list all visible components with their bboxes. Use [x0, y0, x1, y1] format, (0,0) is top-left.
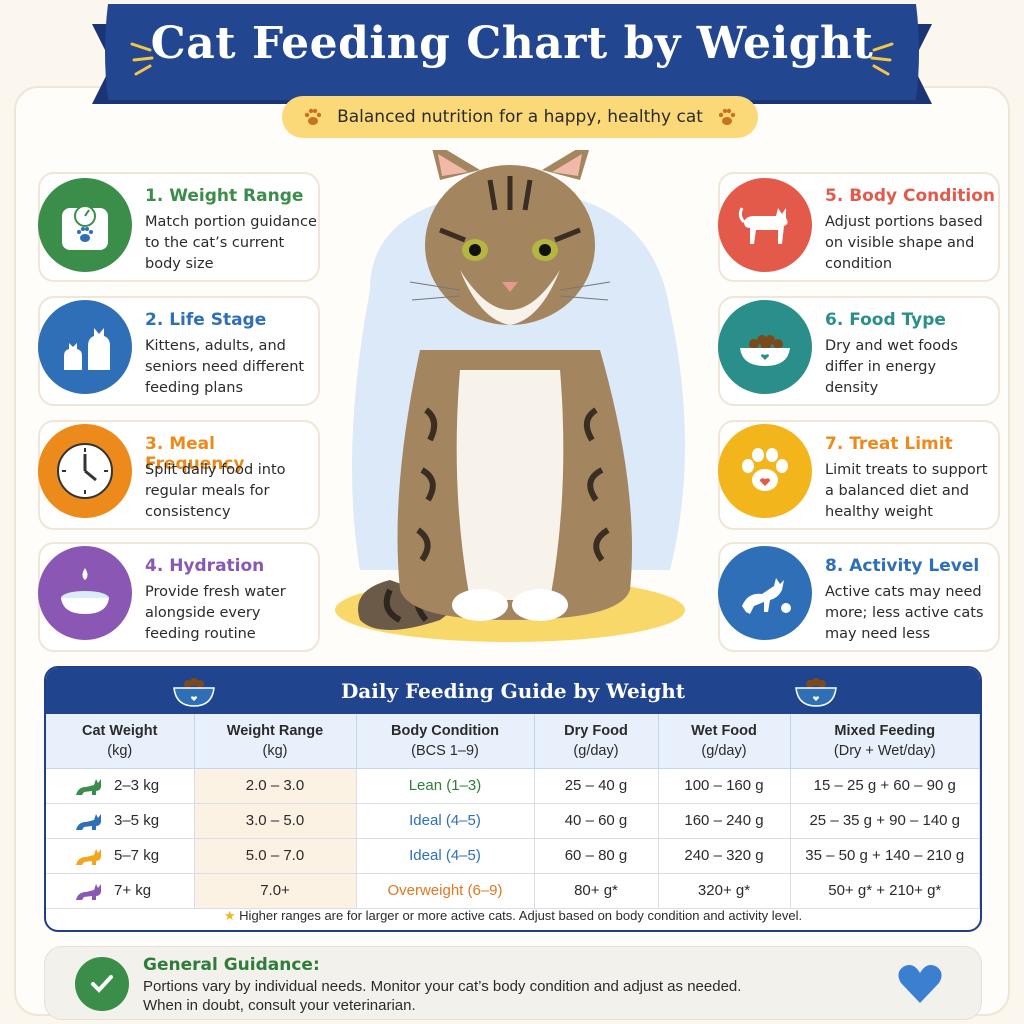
- card-title: 7. Treat Limit: [825, 434, 953, 454]
- weight-cell: 3–5 kg: [46, 803, 195, 839]
- cat-illustration: [335, 150, 685, 642]
- card-title: 4. Hydration: [145, 556, 265, 576]
- subtitle-text: Balanced nutrition for a happy, healthy …: [337, 107, 703, 127]
- mixed-cell: 50+ g* + 210+ g*: [790, 873, 980, 909]
- wet-cell: 160 – 240 g: [658, 803, 791, 839]
- card-desc: Adjust portions based on visible shape an…: [825, 214, 983, 272]
- range-cell: 7.0+: [194, 873, 357, 909]
- table-row: 3–5 kg 3.0 – 5.0 Ideal (4–5) 40 – 60 g 1…: [46, 803, 980, 839]
- card-title: 2. Life Stage: [145, 310, 267, 330]
- page-title: Cat Feeding Chart by Weight: [150, 18, 874, 69]
- wet-cell: 240 – 320 g: [658, 838, 791, 874]
- feeding-table: Daily Feeding Guide by Weight Cat Weight…: [44, 666, 982, 932]
- card-desc: Match portion guidance to the cat’s curre…: [145, 214, 317, 272]
- dry-cell: 25 – 40 g: [534, 768, 659, 804]
- card-title: 6. Food Type: [825, 310, 946, 330]
- star-icon: ★: [223, 908, 236, 923]
- weight-cell: 2–3 kg: [46, 768, 195, 804]
- food-bowl-icon: [718, 300, 812, 394]
- cats-icon: [38, 300, 132, 394]
- card-title: 8. Activity Level: [825, 556, 980, 576]
- cat-body-icon: [718, 178, 812, 272]
- column-header: Dry Food (g/day): [534, 714, 659, 769]
- cat-icon: [76, 848, 101, 865]
- paw-icon: [304, 108, 322, 125]
- table-row: 7+ kg 7.0+ Overweight (6–9) 80+ g* 320+ …: [46, 873, 980, 909]
- column-header: Wet Food (g/day): [658, 714, 791, 769]
- paw-icon: [718, 424, 812, 518]
- range-cell: 3.0 – 5.0: [194, 803, 357, 839]
- mixed-cell: 35 – 50 g + 140 – 210 g: [790, 838, 980, 874]
- subtitle-pill: Balanced nutrition for a happy, healthy …: [282, 96, 758, 138]
- title-banner: [92, 4, 932, 104]
- paw-icon: [718, 108, 736, 125]
- wet-cell: 320+ g*: [658, 873, 791, 909]
- scale-icon: [38, 178, 132, 272]
- card-desc: Dry and wet foods differ in energy density: [825, 338, 958, 396]
- table-header: Daily Feeding Guide by Weight: [46, 668, 980, 714]
- column-header: Weight Range (kg): [194, 714, 357, 769]
- condition-cell: Ideal (4–5): [356, 838, 535, 874]
- card-title: 3. Meal Frequency: [145, 434, 245, 474]
- card-desc: Provide fresh water alongside every feedin…: [145, 584, 286, 642]
- table-note: ★ Higher ranges are for larger or more a…: [223, 908, 803, 923]
- dry-cell: 80+ g*: [534, 873, 659, 909]
- food-bowl-icon: [173, 678, 215, 707]
- table-row: 5–7 kg 5.0 – 7.0 Ideal (4–5) 60 – 80 g 2…: [46, 838, 980, 874]
- condition-cell: Overweight (6–9): [356, 873, 535, 909]
- cat-icon: [76, 778, 101, 795]
- checkmark-icon: [75, 957, 129, 1011]
- weight-cell: 5–7 kg: [46, 838, 195, 874]
- range-cell: 5.0 – 7.0: [194, 838, 357, 874]
- guidance-title: General Guidance:: [143, 955, 320, 975]
- water-bowl-icon: [38, 546, 132, 640]
- card-desc: Active cats may need more; less active ca…: [825, 584, 984, 642]
- table-row: 2–3 kg 2.0 – 3.0 Lean (1–3) 25 – 40 g 10…: [46, 768, 980, 804]
- column-header: Cat Weight (kg): [46, 714, 195, 769]
- food-bowl-icon: [795, 678, 837, 707]
- condition-cell: Ideal (4–5): [356, 803, 535, 839]
- range-cell: 2.0 – 3.0: [194, 768, 357, 804]
- table-title: Daily Feeding Guide by Weight: [340, 679, 686, 703]
- clock-icon: [38, 424, 132, 518]
- card-title: 1. Weight Range: [145, 186, 304, 206]
- wet-cell: 100 – 160 g: [658, 768, 791, 804]
- general-guidance: General Guidance: Portions vary by indiv…: [44, 946, 982, 1020]
- cat-icon: [76, 813, 101, 830]
- card-desc: Limit treats to support a balanced diet a…: [825, 462, 988, 520]
- mixed-cell: 25 – 35 g + 90 – 140 g: [790, 803, 980, 839]
- card-title: 5. Body Condition: [825, 186, 995, 206]
- mixed-cell: 15 – 25 g + 60 – 90 g: [790, 768, 980, 804]
- feeding-guide-table: Cat Weight (kg) Weight Range (kg) Body Con…: [46, 714, 980, 909]
- column-header: Body Condition (BCS 1–9): [356, 714, 535, 769]
- guidance-text: Portions vary by individual needs. Monit…: [143, 978, 742, 1014]
- card-desc: Kittens, adults, and seniors need differe…: [145, 338, 305, 396]
- card-desc: Split daily food into regular meals for co…: [145, 462, 286, 520]
- cat-icon: [76, 883, 101, 900]
- weight-cell: 7+ kg: [46, 873, 195, 909]
- dry-cell: 40 – 60 g: [534, 803, 659, 839]
- dry-cell: 60 – 80 g: [534, 838, 659, 874]
- column-header: Mixed Feeding (Dry + Wet/day): [790, 714, 980, 769]
- heart-icon: [898, 965, 942, 1003]
- playing-cat-icon: [718, 546, 812, 640]
- condition-cell: Lean (1–3): [356, 768, 535, 804]
